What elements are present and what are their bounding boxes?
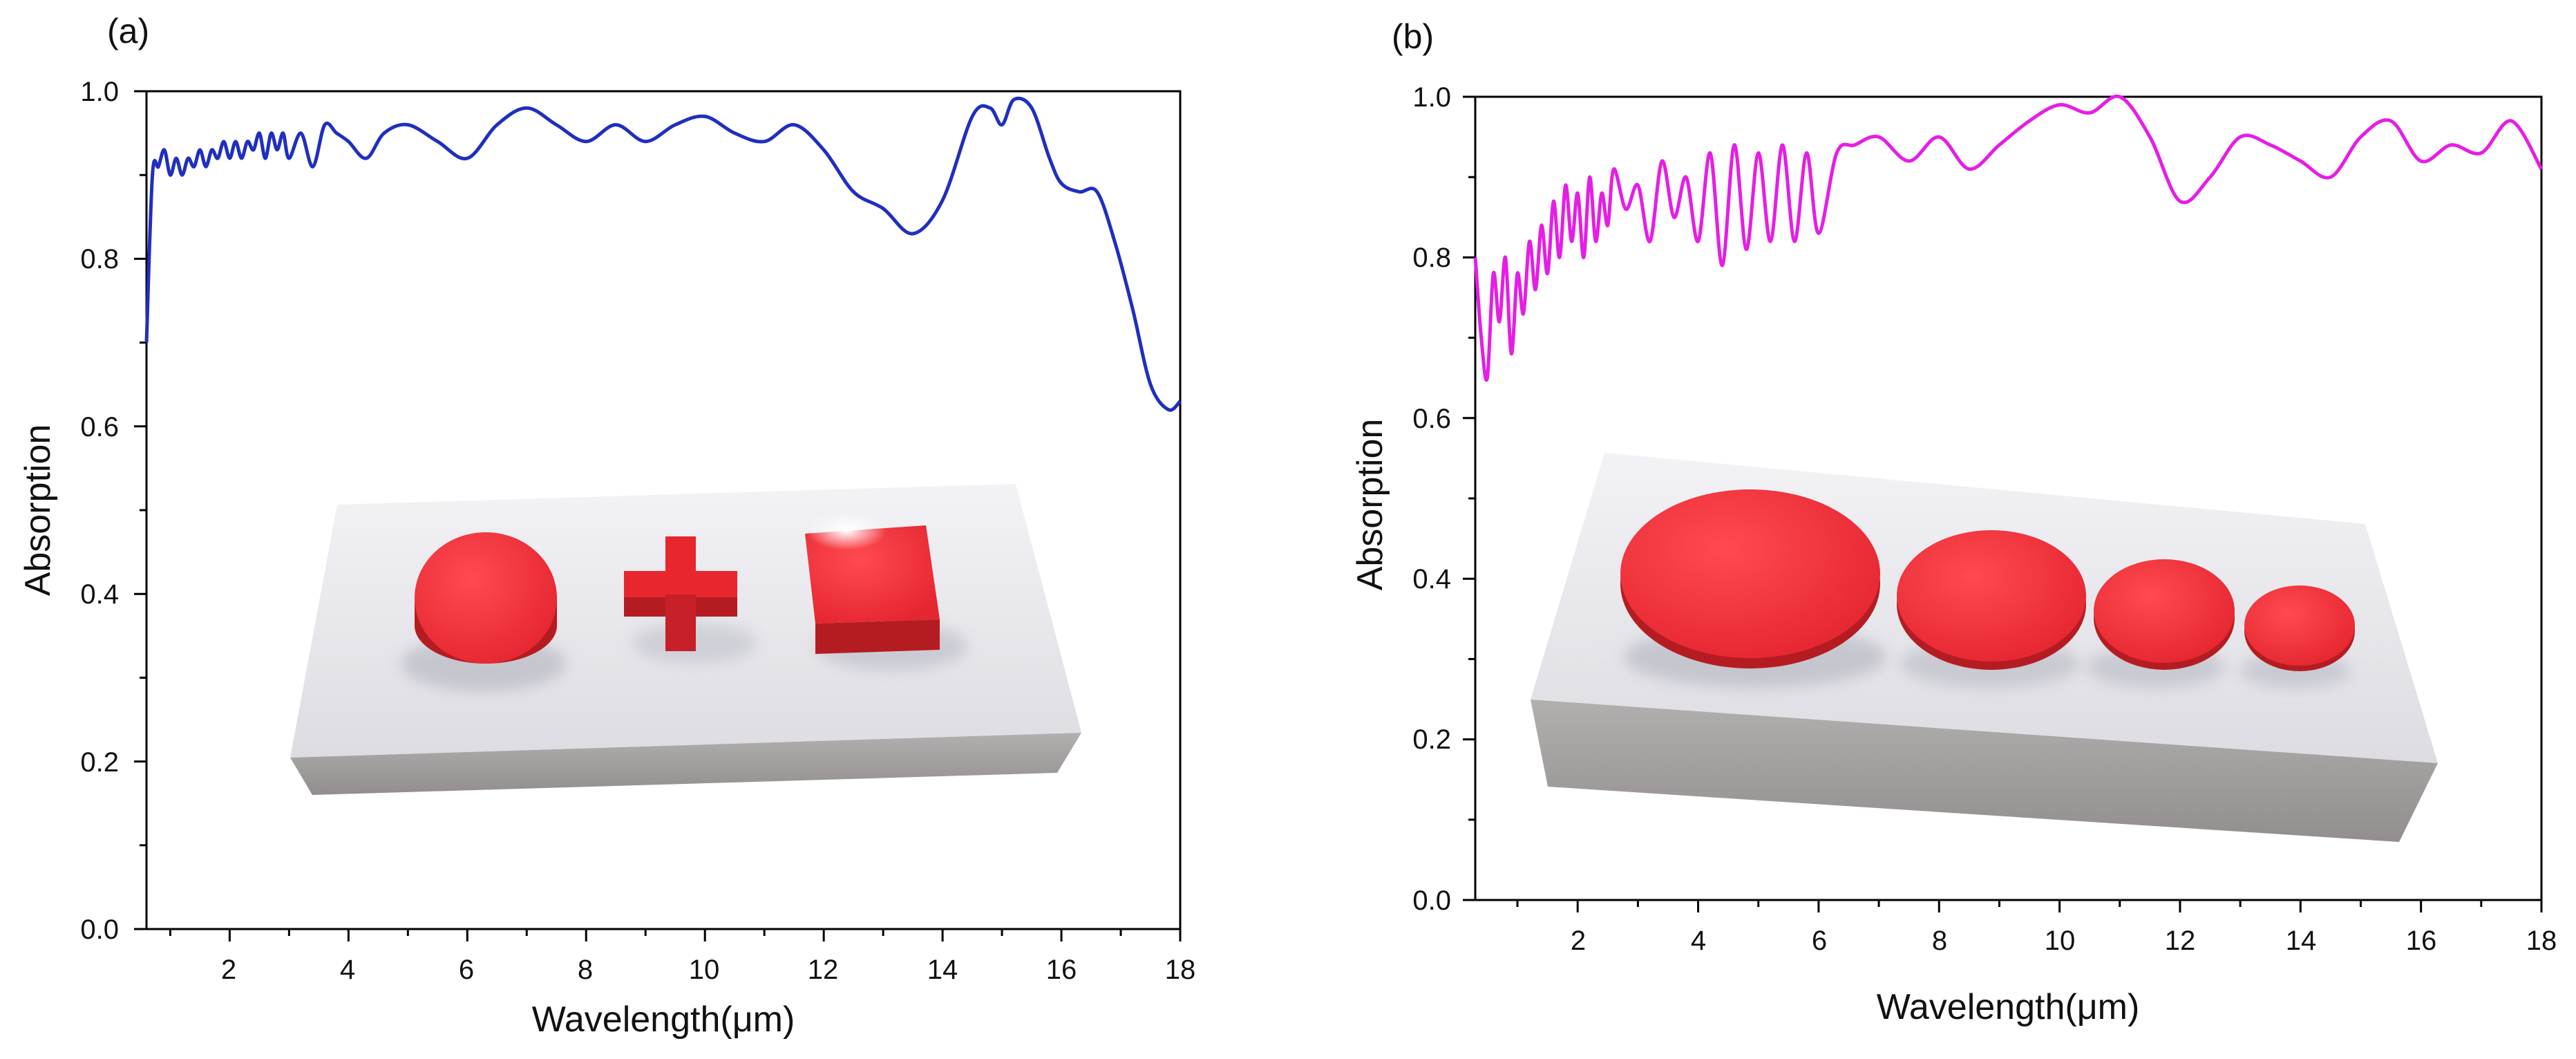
inset-b-disk-small [2094,559,2235,670]
x-tick-label: 10 [2045,926,2076,956]
y-tick-label: 0.0 [1412,885,1451,916]
x-tick-label: 14 [2286,926,2317,956]
inset-a-square [805,512,940,654]
x-tick-label: 2 [221,955,236,985]
x-tick-label: 10 [689,955,720,985]
x-tick-label: 18 [1165,955,1196,985]
inset-a-block [290,484,1081,795]
panel-a-x-axis-label: Wavelength(μm) [532,1000,795,1040]
panel-a-ticks [134,90,1182,941]
x-tick-label: 16 [1046,955,1077,985]
y-tick-label: 0.2 [1412,724,1451,755]
y-tick-label: 0.0 [80,915,119,945]
y-tick-label: 0.8 [80,244,119,274]
y-tick-label: 0.4 [1412,564,1451,594]
inset-b-block [1531,453,2438,842]
panel-b-ticks [1463,95,2543,912]
inset-a-block-front [290,733,1081,795]
inset-b-disk-smallest [2244,585,2355,671]
x-tick-label: 12 [808,955,839,985]
panel-b-y-axis-label: Absorption [1350,419,1390,591]
panel-b-absorption-line [1473,94,2544,382]
inset-b-block-front [1531,700,2438,842]
y-tick-label: 1.0 [80,77,119,107]
panel-b: (b) [1350,17,2557,1027]
y-tick-label: 0.2 [80,747,119,778]
y-tick-label: 0.8 [1412,243,1451,273]
x-tick-label: 2 [1571,926,1586,956]
y-tick-label: 1.0 [1412,82,1451,113]
x-tick-label: 8 [578,955,593,985]
inset-a-disk [415,532,557,664]
x-tick-label: 4 [340,955,355,985]
panel-b-x-axis-label: Wavelength(μm) [1877,987,2140,1027]
panel-b-label: (b) [1392,17,1434,56]
y-tick-label: 0.4 [80,579,119,610]
x-tick-label: 18 [2526,926,2557,956]
panel-a-absorption-line [144,96,1182,412]
y-tick-label: 0.6 [80,412,119,442]
x-tick-label: 14 [927,955,958,985]
inset-a-cross [624,536,737,651]
x-tick-label: 6 [459,955,474,985]
inset-b-disk-medium [1897,530,2086,670]
x-tick-label: 16 [2406,926,2437,956]
panel-a: (a) [18,12,1195,1040]
x-tick-label: 12 [2165,926,2196,956]
x-tick-label: 6 [1812,926,1827,956]
panel-a-label: (a) [107,12,149,50]
x-tick-label: 4 [1691,926,1706,956]
panel-a-y-axis-label: Absorption [18,424,58,597]
x-tick-label: 8 [1932,926,1947,956]
y-tick-label: 0.6 [1412,404,1451,434]
inset-b-disk-large [1620,489,1880,668]
